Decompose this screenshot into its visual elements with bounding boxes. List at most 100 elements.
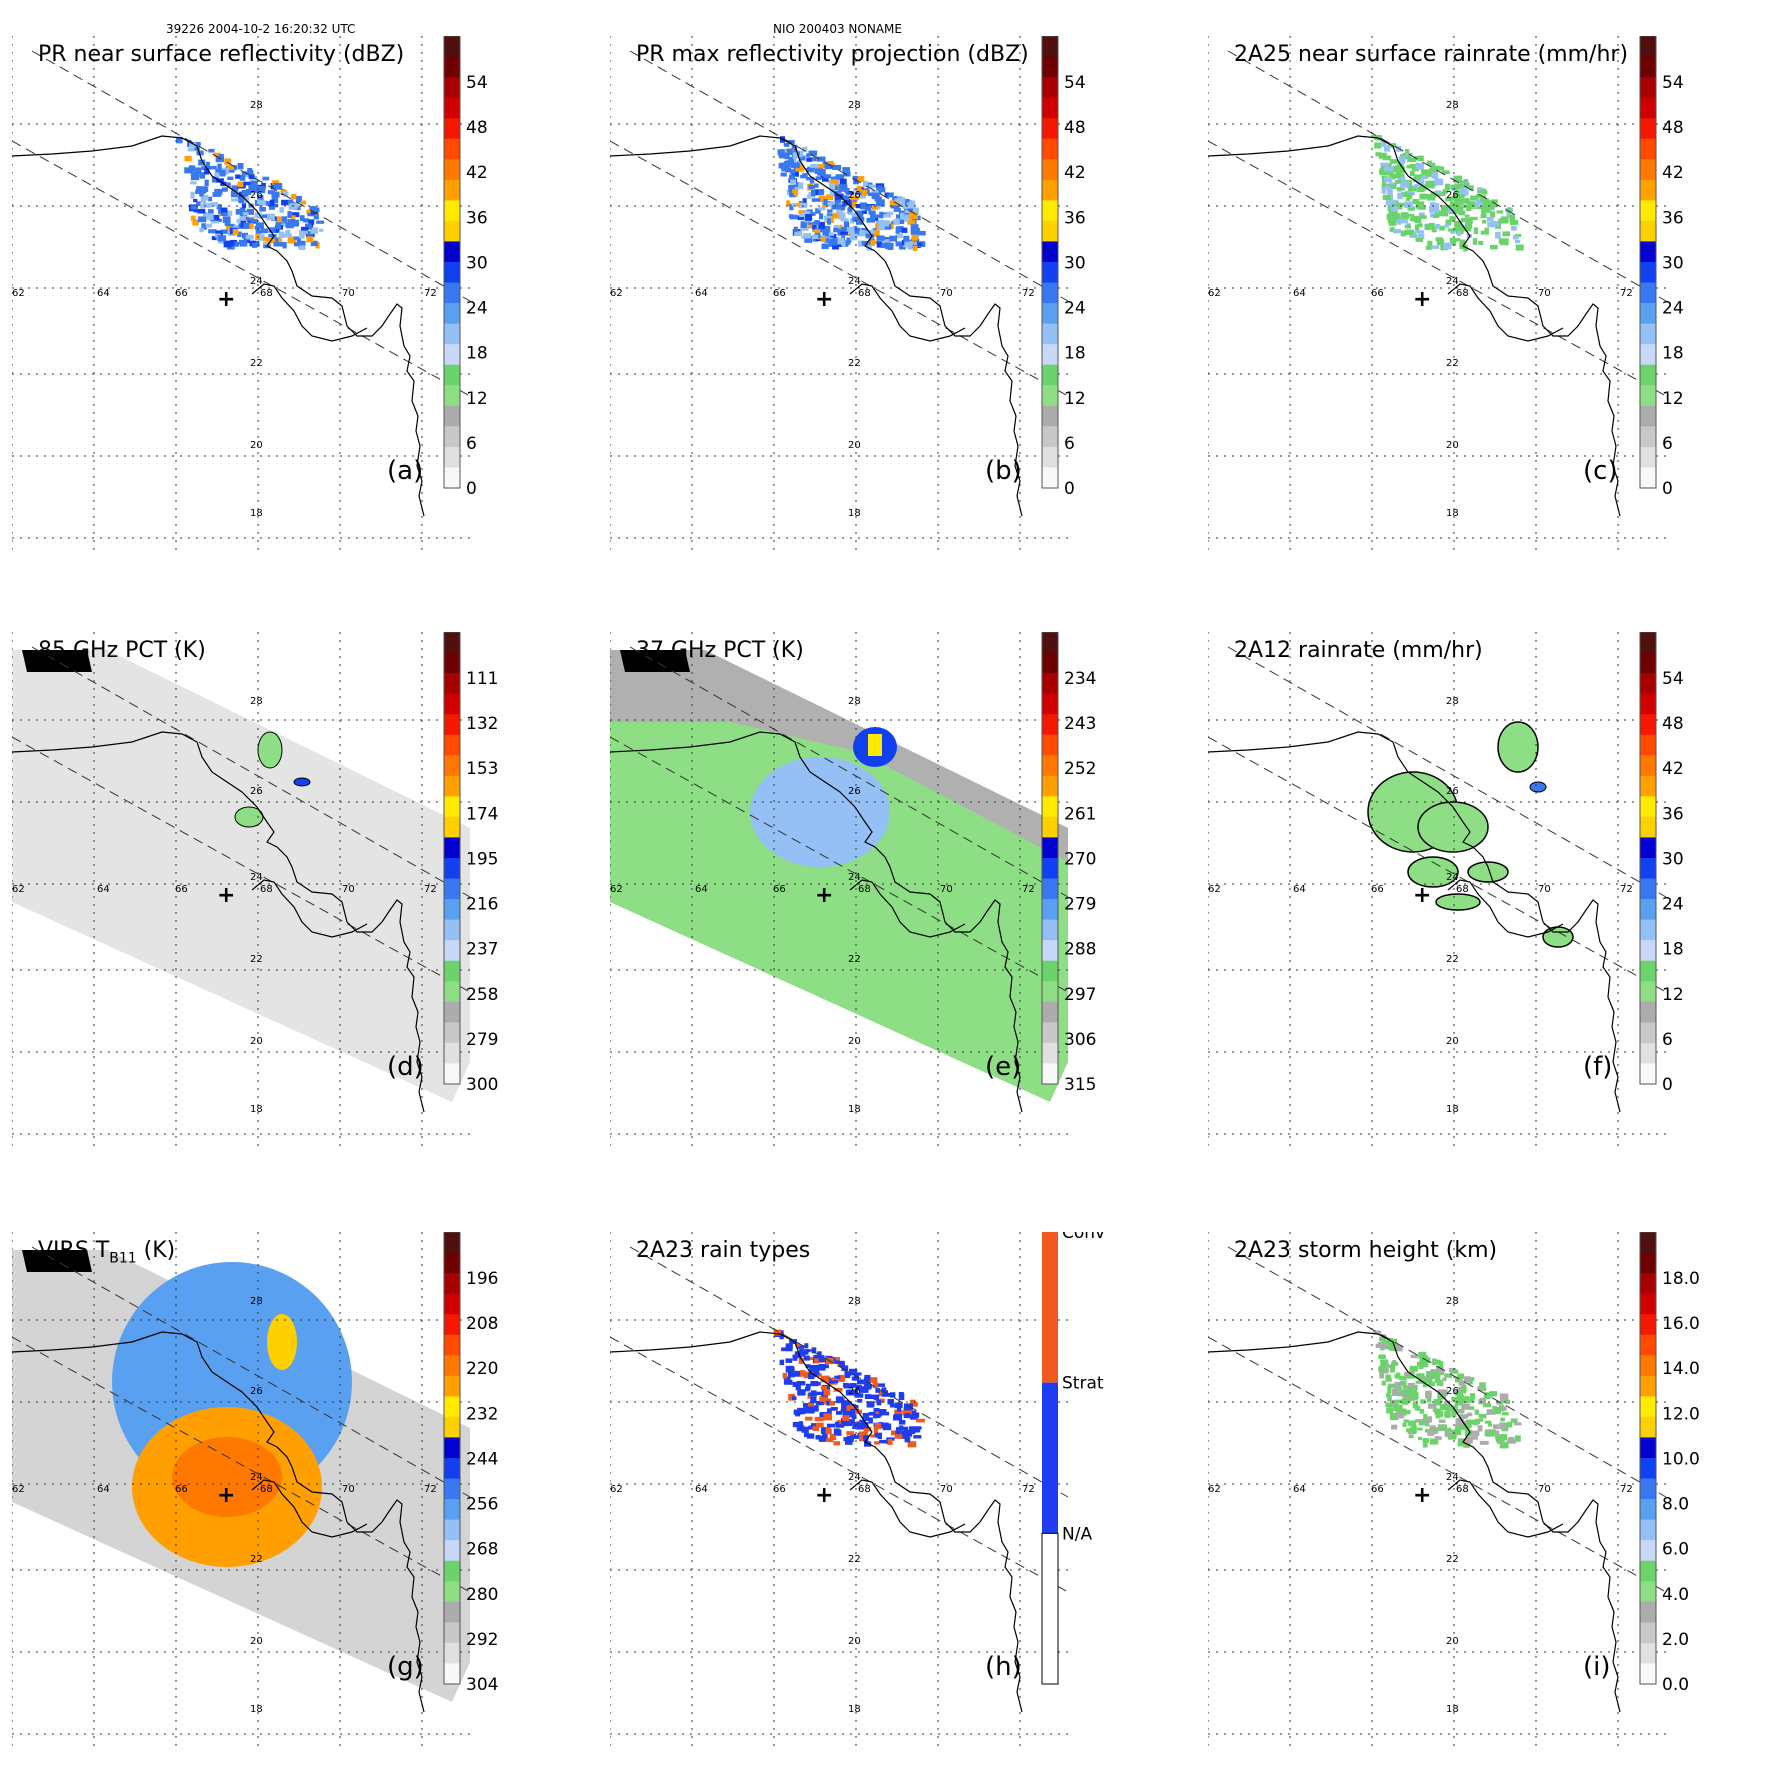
lat-lon-grid (11, 632, 470, 1217)
field-pixel (1452, 185, 1462, 189)
field-pixel (1385, 1374, 1391, 1380)
field-pixel (883, 1411, 890, 1416)
field-pixel (1400, 216, 1408, 224)
colorbar-tick: 48 (466, 118, 488, 138)
colorbar-segment (444, 734, 460, 756)
field-pixel (1393, 1384, 1398, 1389)
field-pixel (1384, 176, 1393, 183)
colorbar-segment (1042, 467, 1058, 489)
colorbar-segment (444, 364, 460, 386)
field-pixel (846, 1405, 855, 1411)
colorbar-tick: 270 (1064, 849, 1096, 869)
field-pixel (861, 190, 868, 196)
field-pixel (862, 1416, 868, 1420)
field-pixel (1409, 170, 1415, 177)
field-pixel (1486, 216, 1494, 222)
field-pixel (1450, 205, 1459, 212)
convective-cell (267, 1314, 297, 1370)
field-pixel (205, 223, 213, 228)
field-pixel (782, 1372, 788, 1379)
field-pixel (810, 1423, 819, 1428)
colorbar-tick: 297 (1064, 985, 1096, 1005)
field-pixel (831, 1377, 836, 1381)
field-pixel (813, 229, 821, 233)
field-pixel (1448, 207, 1454, 213)
field-pixel (856, 190, 865, 195)
field-pixel (917, 230, 926, 236)
field-pixel (1506, 212, 1511, 217)
field-pixel (814, 220, 820, 225)
field-pixel (1409, 1395, 1414, 1399)
swath-edge (629, 50, 1069, 302)
field-pixel (899, 245, 906, 250)
field-pixel (818, 164, 825, 169)
colorbar-tick: 244 (466, 1449, 498, 1469)
cold-region (750, 757, 890, 867)
colorbar-segment (444, 159, 460, 181)
field-pixel (1411, 1429, 1417, 1434)
field-pixel (901, 1431, 908, 1437)
field-pixel (1418, 1351, 1427, 1357)
swath-edge (629, 1246, 1069, 1498)
field-pixel (814, 183, 819, 188)
field-pixel (1390, 205, 1398, 212)
lat-label: 18 (848, 1704, 861, 1715)
field-pixel (190, 205, 198, 210)
storm-center-marker: + (1413, 287, 1431, 312)
field-pixel (890, 205, 900, 209)
storm-center-marker: + (1413, 1483, 1431, 1508)
colorbar-segment (444, 241, 460, 263)
colorbar-segment (1042, 693, 1058, 715)
lon-label: 62 (610, 1484, 623, 1495)
field-pixel (868, 1411, 876, 1416)
field-pixel (862, 180, 868, 188)
field-pixel (288, 199, 294, 206)
field-pixel (1387, 1383, 1396, 1389)
field-pixel (1482, 200, 1492, 206)
field-pixel (211, 214, 220, 221)
colorbar-segment (1640, 220, 1656, 242)
colorbar-segment (1640, 446, 1656, 468)
colorbar-segment (1640, 899, 1656, 921)
field-pixel (1490, 206, 1495, 211)
field-pixel (815, 1401, 824, 1406)
field-pixel (210, 165, 217, 170)
field-pixel (1480, 230, 1490, 235)
field-pixel (1499, 1393, 1509, 1401)
colorbar-tick: 0 (1662, 1075, 1673, 1095)
field-pixel (873, 1410, 881, 1417)
field-pixel (874, 1441, 880, 1445)
swath-edge (1227, 1246, 1667, 1498)
field-pixel (1415, 162, 1424, 170)
colorbar-na (1041, 1532, 1059, 1685)
panel-f: +62 64 66 68 70 72 28 26 24 22 20 18 54 48 42 36 30 24 18 1… (1207, 631, 1771, 1217)
field-pixel (1406, 213, 1415, 217)
field-pixel (1381, 186, 1386, 194)
field-pixel (279, 223, 288, 227)
field-pixel (911, 207, 919, 215)
field-pixel (1477, 1386, 1484, 1392)
swath-edge (1207, 736, 1667, 993)
field-pixel (804, 236, 813, 243)
field-pixel (235, 209, 241, 215)
field-pixel (884, 192, 890, 198)
field-pixel (872, 1382, 879, 1389)
field-pixel (291, 219, 299, 227)
colorbar-tick: 24 (1662, 299, 1684, 319)
field-pixel (207, 209, 214, 214)
lon-label: 70 (1538, 1484, 1551, 1495)
colorbar-segment (444, 200, 460, 222)
colorbar-tick: 111 (466, 669, 498, 689)
field-pixel (1433, 1399, 1442, 1406)
field-pixel (282, 191, 289, 197)
field-pixel (1473, 227, 1478, 235)
panel-svg: +62 64 66 68 70 72 28 26 24 22 20 18 234 243 252 261 270… (609, 631, 1096, 1217)
field-pixel (1391, 1389, 1399, 1396)
field-pixel (885, 242, 894, 249)
field-pixel (839, 1360, 845, 1367)
field-pixel (1437, 1425, 1447, 1429)
colorbar-tick: 268 (466, 1540, 498, 1560)
field-pixel (823, 1388, 831, 1396)
field-pixel (301, 226, 309, 231)
colorbar-segment (444, 837, 460, 859)
